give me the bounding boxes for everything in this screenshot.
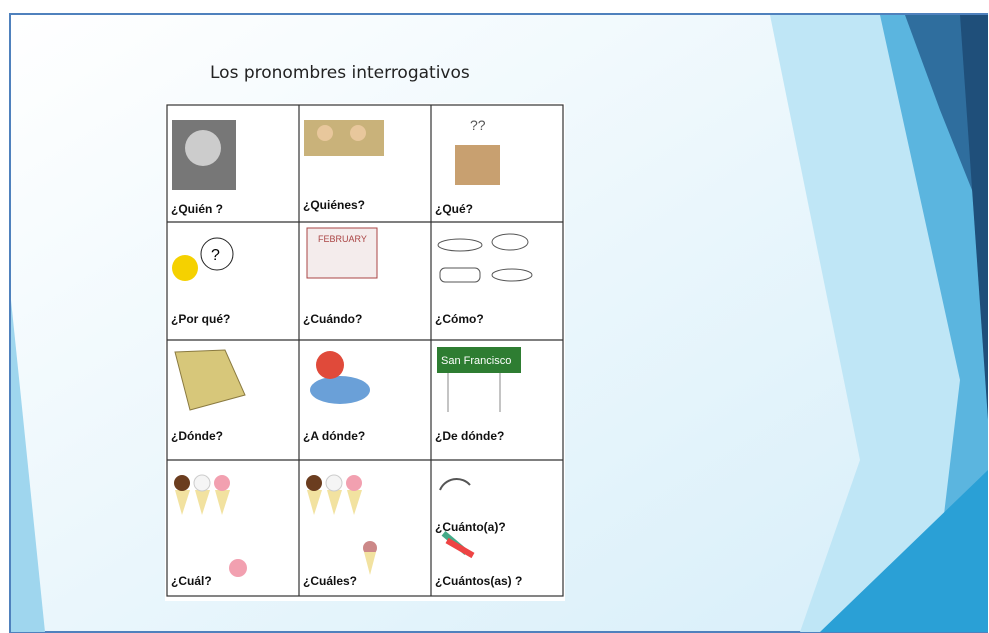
cell-label: ¿Quién ? <box>171 202 223 216</box>
cell-label: ¿De dónde? <box>435 429 504 443</box>
deco-shape <box>880 15 988 632</box>
icons: ?? ? FEBRUARY San Francisco <box>172 117 533 577</box>
table-grid <box>166 104 564 597</box>
svg-text:FEBRUARY: FEBRUARY <box>318 234 367 244</box>
cell-label: ¿Cuánto(a)? <box>435 520 506 534</box>
cell-label: ¿Dónde? <box>171 429 223 443</box>
svg-text:San Francisco: San Francisco <box>441 355 511 367</box>
cell-label: ¿Por qué? <box>171 312 230 326</box>
deco-shape <box>11 300 45 632</box>
deco-shape <box>820 470 988 632</box>
svg-text:?: ? <box>211 247 220 264</box>
cell-label: ¿Cuál? <box>171 574 212 588</box>
svg-text:??: ?? <box>470 117 486 133</box>
cell-label: ¿Quiénes? <box>303 198 365 212</box>
cell-label: ¿Cuáles? <box>303 574 357 588</box>
slide-title: Los pronombres interrogativos <box>210 63 470 83</box>
cell-label: ¿Qué? <box>435 202 473 216</box>
cell-label: ¿Cuándo? <box>303 312 362 326</box>
cell-label: ¿A dónde? <box>303 429 365 443</box>
cell-label: ¿Cuántos(as) ? <box>435 574 522 588</box>
cell-label: ¿Cómo? <box>435 312 484 326</box>
deco-shape <box>960 15 988 420</box>
